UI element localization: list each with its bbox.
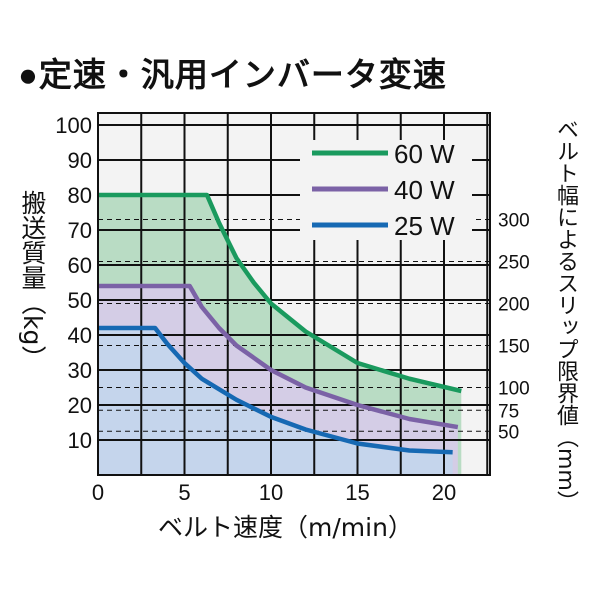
legend-label: 25 W [394,211,455,241]
plot-border [97,112,491,476]
y-tick-label: 50 [68,288,92,313]
y-tick-label: 90 [68,148,92,173]
right-tick-label: 75 [498,401,519,422]
right-tick-label: 300 [498,211,530,232]
x-tick-label: 10 [259,480,283,505]
y-tick-label: 30 [68,358,92,383]
y-tick-label: 20 [68,393,92,418]
y-tick-label: 40 [68,323,92,348]
series-line-60w [98,192,462,394]
right-tick-label: 200 [498,295,530,316]
legend-label: 60 W [394,139,455,169]
series-line-40w [98,283,459,430]
x-tick-label: 5 [178,480,190,505]
y-tick-label: 60 [68,253,92,278]
right-tick-label: 250 [498,253,530,274]
right-tick-label: 150 [498,337,530,358]
y-tick-label: 80 [68,183,92,208]
y-tick-label: 10 [68,428,92,453]
y-tick-label: 70 [68,218,92,243]
y-tick-label: 100 [55,113,92,138]
right-tick-label: 100 [498,379,530,400]
right-axis-label: ベルト幅によるスリップ限界値（mm） [553,118,578,513]
legend-label: 40 W [394,175,455,205]
area-fill-2 [98,328,453,475]
x-axis-label: ベルト速度（m/min） [158,513,413,542]
right-tick-label: 50 [498,422,519,443]
chart-title: ●定速・汎用インバータ変速 [18,56,447,93]
y-axis-label: 搬送質量（kg） [18,190,47,371]
x-tick-label: 20 [432,480,456,505]
x-tick-label: 0 [92,480,104,505]
series-line-25w [98,325,453,455]
x-tick-label: 15 [345,480,369,505]
